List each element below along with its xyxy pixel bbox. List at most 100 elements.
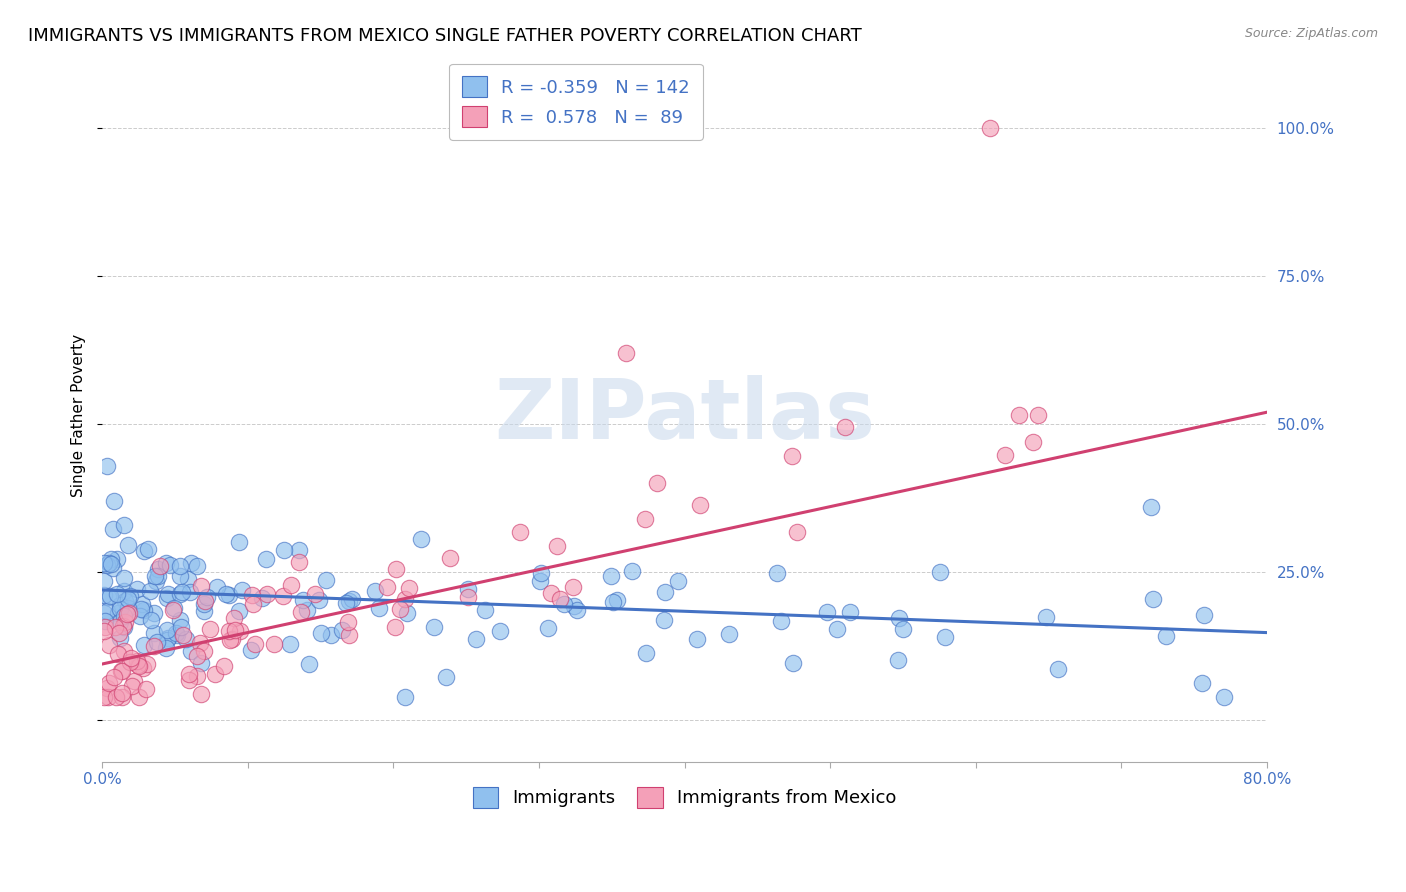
Point	[174, 632, 197, 646]
Point	[110, 598, 132, 612]
Point	[105, 690, 128, 704]
Point	[218, 588, 240, 602]
Point	[105, 586, 128, 600]
Point	[112, 609, 135, 624]
Point	[287, 542, 309, 557]
Point	[457, 582, 479, 596]
Point	[177, 572, 200, 586]
Point	[127, 654, 149, 668]
Point	[634, 511, 657, 525]
Point	[509, 524, 531, 539]
Point	[205, 580, 228, 594]
Point	[118, 655, 141, 669]
Point	[188, 636, 211, 650]
Point	[112, 517, 135, 532]
Point	[218, 624, 240, 639]
Point	[335, 596, 357, 610]
Point	[111, 664, 134, 678]
Point	[308, 593, 330, 607]
Point	[94, 614, 117, 628]
Point	[114, 615, 136, 630]
Point	[128, 659, 150, 673]
Point	[215, 587, 238, 601]
Point	[170, 620, 193, 634]
Point	[155, 633, 177, 648]
Point	[423, 619, 446, 633]
Text: ZIPatlas: ZIPatlas	[494, 375, 875, 456]
Point	[136, 657, 159, 672]
Point	[138, 541, 160, 556]
Point	[142, 606, 165, 620]
Point	[340, 591, 363, 606]
Point	[565, 603, 588, 617]
Point	[540, 585, 562, 599]
Point	[886, 653, 908, 667]
Point	[616, 346, 638, 360]
Point	[169, 559, 191, 574]
Text: Source: ZipAtlas.com: Source: ZipAtlas.com	[1244, 27, 1378, 40]
Point	[439, 550, 461, 565]
Point	[398, 582, 420, 596]
Point	[315, 573, 337, 587]
Point	[231, 582, 253, 597]
Text: IMMIGRANTS VS IMMIGRANTS FROM MEXICO SINGLE FATHER POVERTY CORRELATION CHART: IMMIGRANTS VS IMMIGRANTS FROM MEXICO SIN…	[28, 27, 862, 45]
Point	[1154, 629, 1177, 643]
Point	[411, 532, 433, 546]
Point	[765, 566, 787, 581]
Point	[98, 676, 121, 690]
Point	[287, 555, 309, 569]
Point	[166, 628, 188, 642]
Point	[634, 646, 657, 660]
Point	[112, 620, 135, 634]
Point	[489, 624, 512, 638]
Point	[245, 637, 267, 651]
Point	[190, 579, 212, 593]
Point	[194, 594, 217, 608]
Point	[127, 658, 149, 673]
Point	[530, 566, 553, 581]
Point	[103, 494, 125, 508]
Point	[666, 574, 689, 588]
Point	[1213, 690, 1236, 704]
Point	[132, 544, 155, 558]
Point	[117, 606, 139, 620]
Point	[240, 643, 263, 657]
Point	[889, 611, 911, 625]
Point	[263, 638, 285, 652]
Point	[132, 661, 155, 675]
Point	[138, 583, 160, 598]
Point	[782, 656, 804, 670]
Point	[155, 640, 177, 655]
Point	[146, 569, 169, 583]
Point	[375, 580, 398, 594]
Point	[271, 589, 294, 603]
Point	[156, 591, 179, 605]
Point	[224, 623, 246, 637]
Point	[394, 690, 416, 704]
Point	[298, 657, 321, 671]
Point	[385, 562, 408, 576]
Point	[782, 450, 804, 464]
Point	[214, 659, 236, 673]
Point	[311, 625, 333, 640]
Point	[163, 601, 186, 615]
Point	[218, 632, 240, 647]
Point	[108, 615, 131, 630]
Point	[337, 594, 360, 608]
Point	[464, 632, 486, 647]
Point	[96, 558, 118, 572]
Point	[1191, 676, 1213, 690]
Point	[934, 630, 956, 644]
Point	[1139, 500, 1161, 514]
Point	[815, 605, 838, 619]
Point	[149, 558, 172, 573]
Point	[457, 590, 479, 604]
Point	[229, 624, 252, 638]
Point	[156, 631, 179, 645]
Point	[891, 622, 914, 636]
Point	[105, 552, 128, 566]
Point	[93, 620, 115, 634]
Point	[117, 600, 139, 615]
Point	[195, 590, 218, 604]
Point	[186, 559, 208, 574]
